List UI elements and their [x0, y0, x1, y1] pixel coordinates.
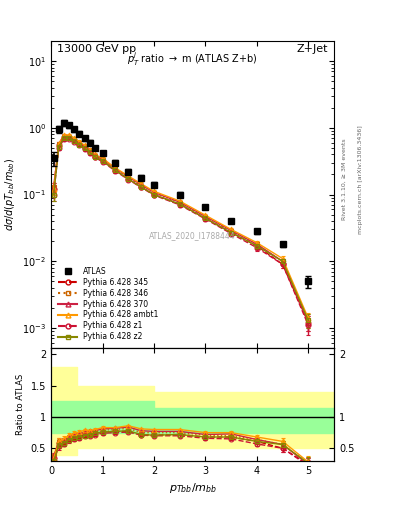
X-axis label: $p_{Tbb}/m_{bb}$: $p_{Tbb}/m_{bb}$ — [169, 481, 217, 495]
Text: $p_T^j$ ratio $\rightarrow$ m (ATLAS Z+b): $p_T^j$ ratio $\rightarrow$ m (ATLAS Z+b… — [127, 50, 258, 68]
Text: mcplots.cern.ch [arXiv:1306.3436]: mcplots.cern.ch [arXiv:1306.3436] — [358, 125, 363, 233]
Y-axis label: Ratio to ATLAS: Ratio to ATLAS — [16, 374, 25, 435]
Text: Rivet 3.1.10, ≥ 3M events: Rivet 3.1.10, ≥ 3M events — [342, 138, 347, 220]
Text: ATLAS_2020_I1788444: ATLAS_2020_I1788444 — [149, 231, 236, 241]
Y-axis label: $d\sigma/d(pT_{bb}/m_{bb})$: $d\sigma/d(pT_{bb}/m_{bb})$ — [3, 158, 17, 231]
Text: 13000 GeV pp: 13000 GeV pp — [57, 44, 136, 54]
Text: Z+Jet: Z+Jet — [297, 44, 329, 54]
Legend: ATLAS, Pythia 6.428 345, Pythia 6.428 346, Pythia 6.428 370, Pythia 6.428 ambt1,: ATLAS, Pythia 6.428 345, Pythia 6.428 34… — [55, 264, 162, 345]
